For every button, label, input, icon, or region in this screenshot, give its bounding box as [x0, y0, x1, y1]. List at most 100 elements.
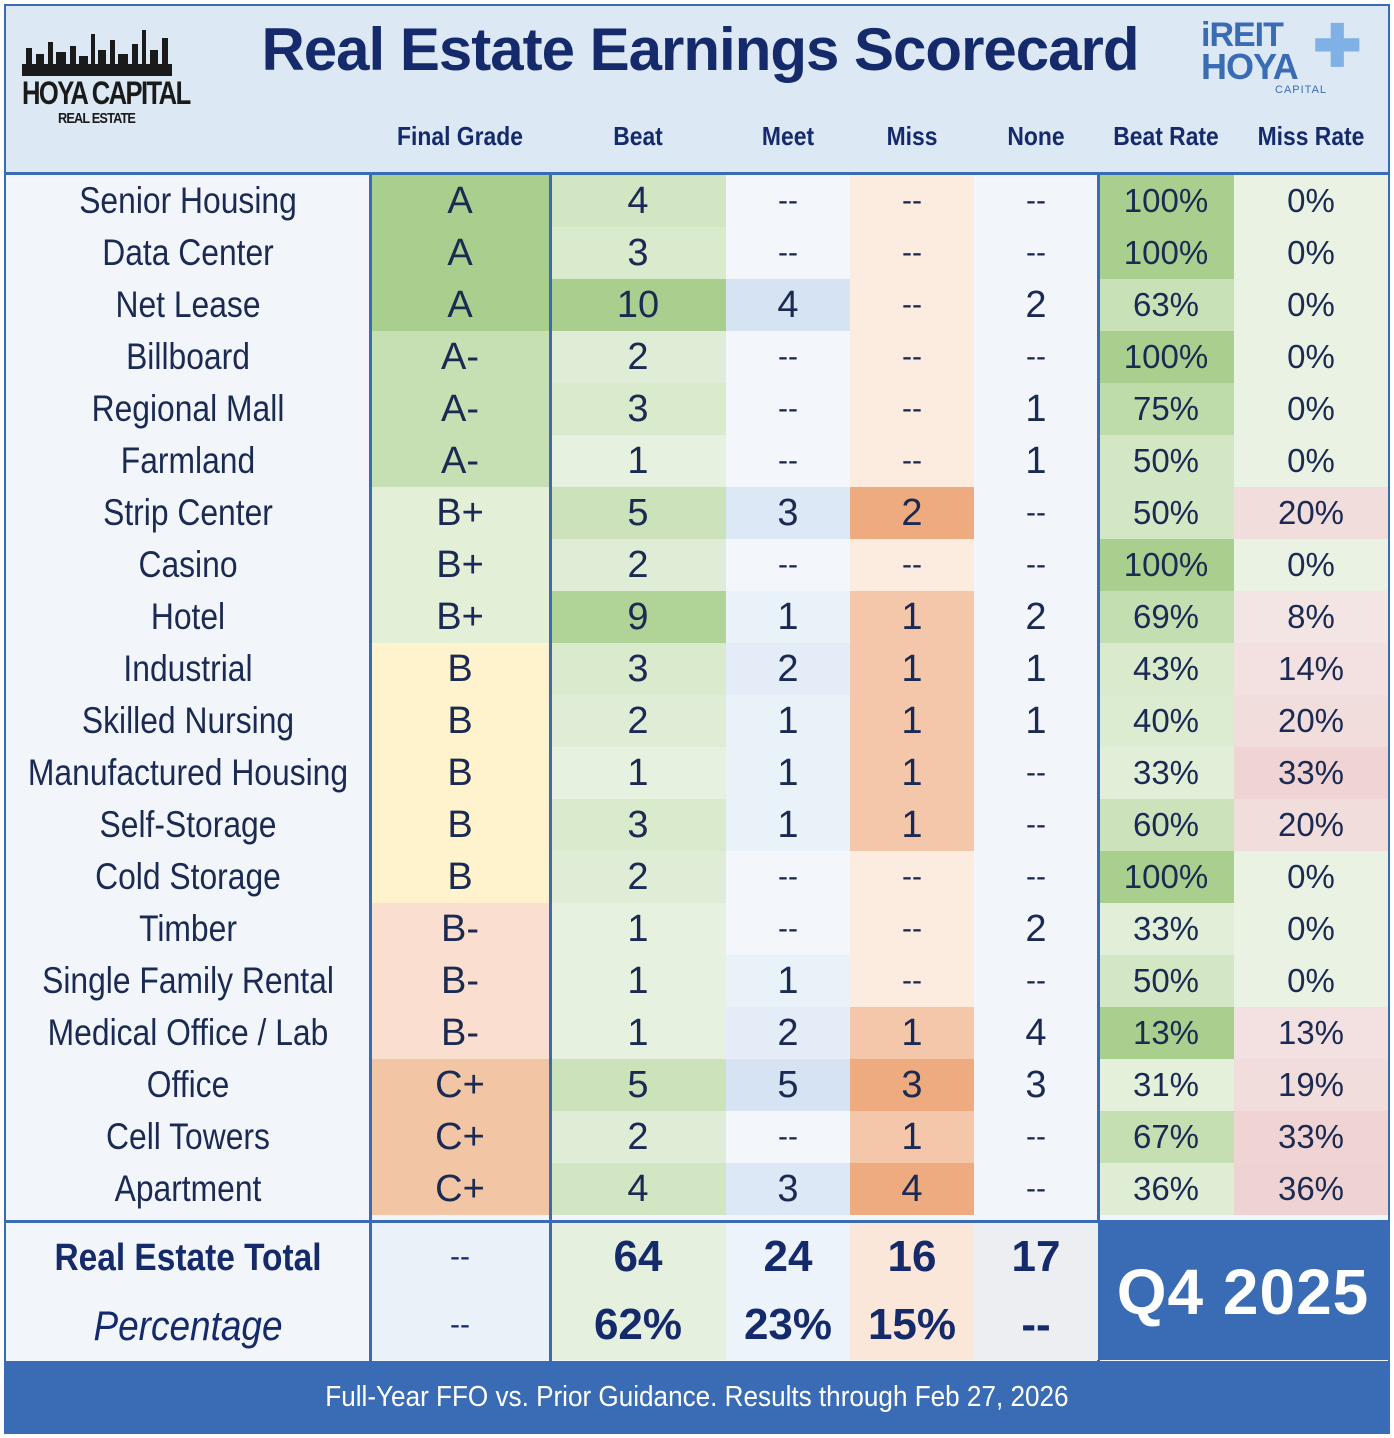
row-label: Skilled Nursing	[81, 700, 295, 741]
totals-label: Real Estate Total	[54, 1236, 322, 1279]
cell-none: 1	[974, 643, 1098, 695]
totals-column-bg	[550, 1223, 726, 1360]
column-divider	[1097, 175, 1100, 1361]
cell-miss: 2	[850, 487, 974, 539]
totals-divider	[6, 1220, 1388, 1223]
cell-beat-rate: 13%	[1098, 1007, 1234, 1059]
cell-beat: 3	[550, 383, 726, 435]
cell-none: --	[974, 1111, 1098, 1163]
cell-none: 1	[974, 435, 1098, 487]
totals-column-bg	[850, 1223, 974, 1360]
row-label: Senior Housing	[79, 180, 297, 221]
cell-miss-rate: 0%	[1234, 539, 1388, 591]
cell-grade: A-	[370, 383, 550, 435]
cell-miss: --	[850, 435, 974, 487]
quarter-badge: Q4 2025	[1098, 1223, 1388, 1360]
logo-ireit-text: iREIT	[1201, 16, 1284, 54]
cell-beat-rate: 63%	[1098, 279, 1234, 331]
cell-none: --	[974, 487, 1098, 539]
percentages-none: --	[1021, 1300, 1051, 1349]
totals-column-bg	[974, 1223, 1098, 1360]
cell-beat: 10	[550, 279, 726, 331]
cell-miss: --	[850, 331, 974, 383]
cell-miss: --	[850, 383, 974, 435]
cell-none: --	[974, 955, 1098, 1007]
cell-grade: C+	[370, 1111, 550, 1163]
row-label: Data Center	[102, 232, 274, 273]
cell-grade: A	[370, 175, 550, 227]
cell-miss-rate: 14%	[1234, 643, 1388, 695]
totals-beat: 64	[613, 1232, 663, 1281]
cell-beat: 5	[550, 487, 726, 539]
cell-beat: 1	[550, 435, 726, 487]
totals-miss: 16	[887, 1232, 937, 1281]
cell-miss-rate: 0%	[1234, 903, 1388, 955]
totals-grade: --	[450, 1240, 470, 1273]
cell-miss: --	[850, 227, 974, 279]
cell-miss: --	[850, 539, 974, 591]
percentage-label: Percentage	[93, 1302, 283, 1349]
cell-miss: --	[850, 279, 974, 331]
cell-none: --	[974, 799, 1098, 851]
logo-hoya-text: HOYA	[1201, 46, 1299, 87]
cell-beat: 3	[550, 227, 726, 279]
cell-miss: 1	[850, 747, 974, 799]
cell-beat: 5	[550, 1059, 726, 1111]
cell-none: --	[974, 851, 1098, 903]
footer-band: Full-Year FFO vs. Prior Guidance. Result…	[6, 1361, 1388, 1434]
ireit-hoya-logo: ✚ iREIT HOYA CAPITAL	[1195, 16, 1365, 106]
cell-none: --	[974, 1163, 1098, 1215]
cell-meet: --	[726, 331, 850, 383]
cell-miss: 1	[850, 643, 974, 695]
row-label: Medical Office / Lab	[47, 1012, 329, 1053]
cell-beat-rate: 43%	[1098, 643, 1234, 695]
cell-miss-rate: 0%	[1234, 227, 1388, 279]
row-label: Strip Center	[103, 492, 273, 533]
cell-miss-rate: 20%	[1234, 695, 1388, 747]
cell-miss-rate: 33%	[1234, 747, 1388, 799]
cell-miss-rate: 33%	[1234, 1111, 1388, 1163]
cell-meet: 1	[726, 799, 850, 851]
cell-meet: 2	[726, 643, 850, 695]
skyline-icon	[22, 30, 172, 76]
cell-beat-rate: 100%	[1098, 851, 1234, 903]
row-label: Cell Towers	[106, 1116, 270, 1157]
cell-grade: B	[370, 643, 550, 695]
cell-beat-rate: 60%	[1098, 799, 1234, 851]
totals-column-bg	[726, 1223, 850, 1360]
footer-note: Full-Year FFO vs. Prior Guidance. Result…	[325, 1381, 1069, 1413]
cell-grade: B	[370, 747, 550, 799]
cell-none: 1	[974, 695, 1098, 747]
cell-miss: --	[850, 955, 974, 1007]
cell-beat-rate: 69%	[1098, 591, 1234, 643]
cell-beat: 2	[550, 1111, 726, 1163]
cell-grade: B+	[370, 591, 550, 643]
cell-miss: 3	[850, 1059, 974, 1111]
cell-beat: 1	[550, 1007, 726, 1059]
column-header-miss: Miss	[886, 121, 938, 151]
cell-miss-rate: 0%	[1234, 279, 1388, 331]
totals-column-bg	[370, 1223, 550, 1360]
cell-beat: 2	[550, 851, 726, 903]
row-label: Farmland	[120, 440, 256, 481]
cell-none: 2	[974, 591, 1098, 643]
cell-beat: 3	[550, 643, 726, 695]
column-header-final-grade: Final Grade	[397, 121, 523, 151]
cell-grade: A-	[370, 331, 550, 383]
cell-miss-rate: 20%	[1234, 799, 1388, 851]
cell-beat-rate: 33%	[1098, 903, 1234, 955]
cell-beat: 1	[550, 955, 726, 1007]
cell-meet: 4	[726, 279, 850, 331]
percentages-beat: 62%	[593, 1300, 683, 1349]
cell-grade: C+	[370, 1163, 550, 1215]
cell-meet: --	[726, 383, 850, 435]
hoya-capital-logo: HOYA CAPITAL REAL ESTATE	[22, 24, 191, 134]
cell-miss: --	[850, 903, 974, 955]
cell-none: 2	[974, 279, 1098, 331]
cell-beat: 4	[550, 1163, 726, 1215]
cell-meet: 1	[726, 747, 850, 799]
cell-none: --	[974, 331, 1098, 383]
cell-beat-rate: 67%	[1098, 1111, 1234, 1163]
cell-none: 1	[974, 383, 1098, 435]
row-label: Manufactured Housing	[27, 752, 349, 793]
